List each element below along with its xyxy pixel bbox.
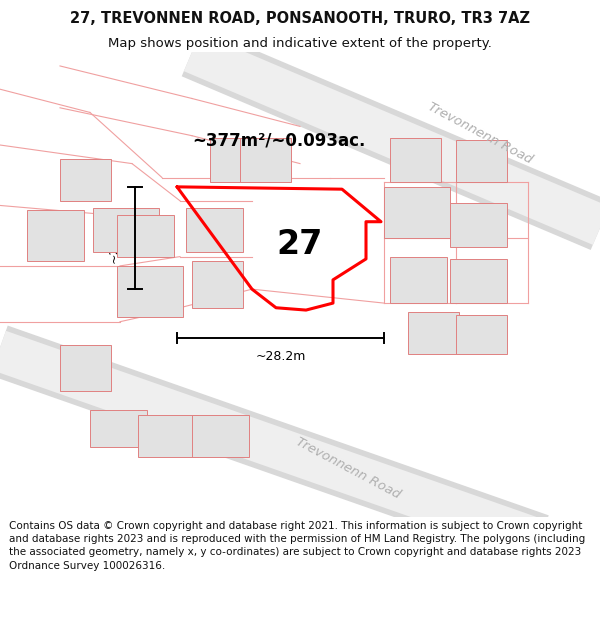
Bar: [192, 415, 249, 456]
Bar: [27, 210, 84, 261]
Bar: [117, 215, 174, 257]
Bar: [390, 257, 447, 303]
Bar: [390, 138, 441, 182]
Text: Contains OS data © Crown copyright and database right 2021. This information is : Contains OS data © Crown copyright and d…: [9, 521, 585, 571]
Bar: [192, 261, 243, 308]
Bar: [93, 208, 159, 252]
Text: 27, TREVONNEN ROAD, PONSANOOTH, TRURO, TR3 7AZ: 27, TREVONNEN ROAD, PONSANOOTH, TRURO, T…: [70, 11, 530, 26]
Bar: [456, 315, 507, 354]
Bar: [210, 138, 276, 182]
Text: ~26.8m: ~26.8m: [107, 213, 121, 263]
Bar: [408, 312, 459, 354]
Text: ~28.2m: ~28.2m: [256, 350, 305, 363]
Bar: [138, 415, 198, 456]
Text: Trevonnenn Road: Trevonnenn Road: [293, 435, 403, 501]
Text: 27: 27: [277, 229, 323, 261]
Bar: [384, 187, 450, 238]
Bar: [90, 410, 147, 447]
Text: ~377m²/~0.093ac.: ~377m²/~0.093ac.: [192, 131, 365, 149]
Bar: [60, 345, 111, 391]
Bar: [456, 141, 507, 182]
Bar: [186, 208, 243, 252]
Bar: [240, 138, 291, 182]
Bar: [60, 159, 111, 201]
Text: Trevonnenn Road: Trevonnenn Road: [425, 100, 535, 166]
Bar: [117, 266, 183, 317]
Text: Map shows position and indicative extent of the property.: Map shows position and indicative extent…: [108, 38, 492, 51]
Bar: [450, 203, 507, 248]
Bar: [450, 259, 507, 303]
